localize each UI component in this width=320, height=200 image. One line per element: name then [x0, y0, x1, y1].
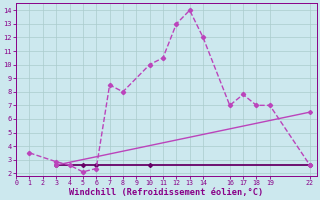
X-axis label: Windchill (Refroidissement éolien,°C): Windchill (Refroidissement éolien,°C) [69, 188, 263, 197]
